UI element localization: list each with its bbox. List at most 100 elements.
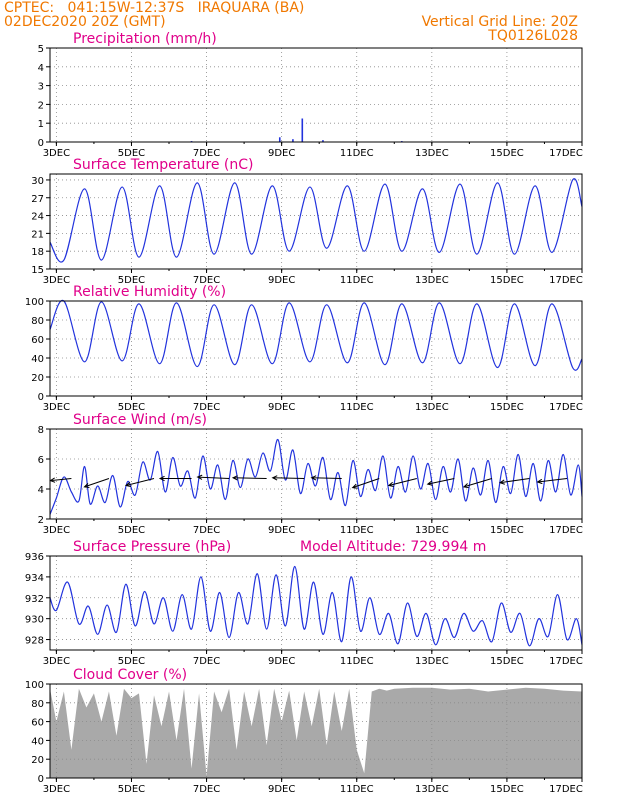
panel-precip: Precipitation (mm/h) 0 1 2 3 4 5 3DEC 5DEC 7DEC 9D… [38, 31, 583, 159]
panel-title: Precipitation (mm/h) [73, 31, 217, 47]
wind-vector-arrow [271, 475, 305, 481]
x-tick-label: 5DEC [118, 525, 145, 536]
forecast-datetime: 02DEC2020 20Z (GMT) [4, 14, 166, 30]
wind-vector-arrow [498, 478, 530, 485]
y-tick-label: 60 [31, 718, 44, 729]
wind-vector-arrow [231, 475, 267, 481]
series-line-wind [49, 438, 583, 515]
y-tick-label: 80 [31, 316, 44, 327]
x-tick-label: 7DEC [193, 525, 220, 536]
x-tick-label: 3DEC [43, 402, 70, 413]
y-tick-label: 0 [38, 392, 44, 403]
panel-frame [49, 683, 583, 779]
x-tick-label: 9DEC [268, 275, 295, 286]
wind-vector-arrow [310, 475, 342, 481]
y-tick-label: 3 [38, 82, 44, 93]
meteogram-panels: Precipitation (mm/h) 0 1 2 3 4 5 3DEC 5DEC 7DEC 9D… [25, 31, 583, 795]
y-tick-label: 0 [38, 138, 44, 149]
y-tick-label: 20 [31, 755, 44, 766]
panel-title: Surface Pressure (hPa) [73, 539, 231, 555]
x-tick-label: 15DEC [490, 275, 524, 286]
y-tick-label: 100 [25, 680, 44, 691]
panel-cloud: Cloud Cover (%) 0 20 40 60 80 100 3DEC 5DEC 7DEC 9… [25, 667, 583, 795]
x-tick-label: 13DEC [415, 784, 449, 795]
station-info: CPTEC: 041:15W-12:37S IRAQUARA (BA) [4, 0, 305, 16]
x-tick-label: 17DEC [549, 784, 583, 795]
precip-bar [292, 139, 294, 142]
x-tick-label: 17DEC [549, 525, 583, 536]
panel-frame [49, 47, 583, 143]
series-line-rh [49, 299, 583, 371]
x-tick-label: 3DEC [43, 148, 70, 159]
x-tick-label: 11DEC [340, 275, 374, 286]
panel-frame [49, 555, 583, 651]
y-tick-label: 18 [31, 247, 44, 258]
x-tick-label: 5DEC [118, 784, 145, 795]
panel-title: Cloud Cover (%) [73, 667, 187, 683]
y-tick-label: 80 [31, 699, 44, 710]
x-tick-label: 11DEC [340, 784, 374, 795]
x-tick-label: 5DEC [118, 656, 145, 667]
wind-vector-arrow [387, 478, 417, 488]
y-tick-label: 2 [38, 100, 44, 111]
x-tick-label: 7DEC [193, 402, 220, 413]
x-tick-label: 11DEC [340, 402, 374, 413]
x-tick-label: 5DEC [118, 275, 145, 286]
x-tick-label: 13DEC [415, 275, 449, 286]
x-tick-label: 17DEC [549, 148, 583, 159]
y-tick-label: 6 [38, 455, 44, 466]
x-tick-label: 3DEC [43, 656, 70, 667]
y-tick-label: 27 [31, 194, 44, 205]
wind-vector-arrow [351, 478, 380, 489]
y-tick-label: 2 [38, 515, 44, 526]
y-tick-label: 100 [25, 297, 44, 308]
x-tick-label: 7DEC [193, 656, 220, 667]
x-tick-label: 5DEC [118, 148, 145, 159]
y-tick-label: 30 [31, 176, 44, 187]
x-tick-label: 15DEC [490, 402, 524, 413]
panel-annotation: Model Altitude: 729.994 m [300, 539, 486, 555]
x-tick-label: 13DEC [415, 148, 449, 159]
x-tick-label: 5DEC [118, 402, 145, 413]
x-tick-label: 11DEC [340, 148, 374, 159]
x-tick-label: 17DEC [549, 275, 583, 286]
x-tick-label: 3DEC [43, 275, 70, 286]
x-tick-label: 7DEC [193, 148, 220, 159]
y-tick-label: 24 [31, 212, 44, 223]
wind-vector-arrow [462, 478, 493, 489]
x-tick-label: 11DEC [340, 525, 374, 536]
y-tick-label: 934 [25, 573, 44, 584]
series-line-temp [49, 178, 583, 263]
panel-temp: Surface Temperature (nC) 15 18 21 24 27 30 3DEC… [31, 157, 583, 286]
x-tick-label: 17DEC [549, 656, 583, 667]
x-tick-label: 9DEC [268, 148, 295, 159]
wind-vector-arrow [536, 478, 568, 485]
precip-bar [278, 137, 281, 142]
x-tick-label: 17DEC [549, 402, 583, 413]
y-tick-label: 15 [31, 265, 44, 276]
x-tick-label: 15DEC [490, 148, 524, 159]
precip-bar [322, 140, 324, 142]
y-tick-label: 40 [31, 354, 44, 365]
x-tick-label: 7DEC [193, 275, 220, 286]
model-id: TQ0126L028 [488, 28, 578, 44]
y-tick-label: 930 [25, 615, 44, 626]
y-tick-label: 4 [38, 485, 44, 496]
y-tick-label: 8 [38, 425, 44, 436]
y-tick-label: 21 [31, 229, 44, 240]
x-tick-label: 15DEC [490, 784, 524, 795]
x-tick-label: 13DEC [415, 402, 449, 413]
x-tick-label: 3DEC [43, 525, 70, 536]
panel-frame [49, 428, 583, 520]
x-tick-label: 13DEC [415, 656, 449, 667]
x-tick-label: 9DEC [268, 402, 295, 413]
x-tick-label: 13DEC [415, 525, 449, 536]
page-header: CPTEC: 041:15W-12:37S IRAQUARA (BA) 02DE… [0, 0, 618, 48]
panel-title: Surface Wind (m/s) [73, 412, 207, 428]
panel-frame [49, 300, 583, 397]
series-line-press [49, 565, 583, 647]
x-tick-label: 11DEC [340, 656, 374, 667]
panel-frame [49, 173, 583, 270]
y-tick-label: 20 [31, 373, 44, 384]
x-tick-label: 7DEC [193, 784, 220, 795]
